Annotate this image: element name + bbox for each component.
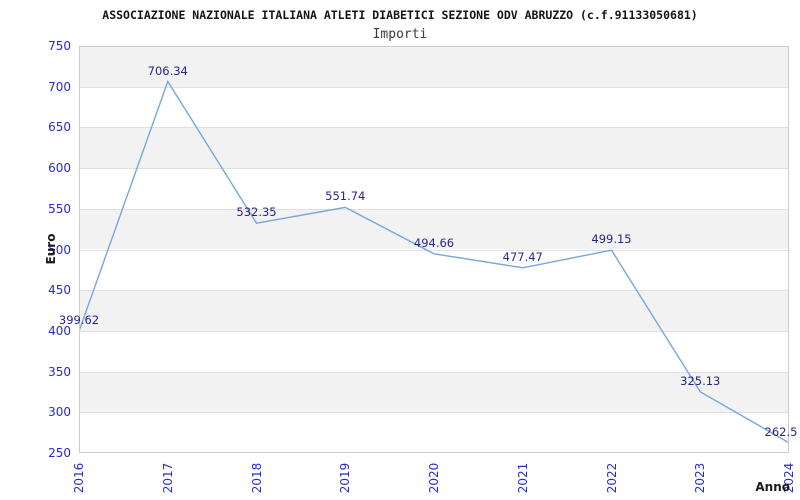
data-label: 532.35 bbox=[236, 205, 277, 220]
gridline bbox=[79, 371, 789, 373]
gridline bbox=[79, 249, 789, 251]
plot-band bbox=[79, 168, 789, 209]
y-tick-label: 750 bbox=[48, 39, 71, 53]
y-tick-label: 400 bbox=[48, 323, 71, 338]
x-axis-title: Anno bbox=[755, 480, 790, 494]
y-tick-label: 350 bbox=[48, 364, 71, 379]
y-tick-label: 550 bbox=[48, 201, 71, 216]
gridline bbox=[79, 208, 789, 210]
gridline bbox=[79, 290, 789, 292]
data-label: 477.47 bbox=[502, 249, 543, 264]
series-importi-line bbox=[79, 79, 789, 444]
chart-subtitle: Importi bbox=[372, 27, 428, 42]
gridline bbox=[79, 330, 789, 332]
plot-band bbox=[79, 46, 789, 87]
data-label: 494.66 bbox=[413, 235, 455, 250]
y-tick-label: 300 bbox=[48, 405, 71, 420]
x-tick-label: 2020 bbox=[427, 462, 441, 494]
plot-band bbox=[79, 208, 789, 250]
x-tick-label: 2017 bbox=[160, 462, 175, 494]
plot-area bbox=[79, 46, 789, 453]
plot-band bbox=[79, 371, 789, 413]
chart-title: ASSOCIAZIONE NAZIONALE ITALIANA ATLETI D… bbox=[102, 8, 698, 22]
x-tick-label: 2022 bbox=[604, 462, 619, 494]
line-series bbox=[79, 79, 789, 444]
data-label: 325.13 bbox=[680, 373, 721, 388]
x-tick-label: 2018 bbox=[249, 462, 264, 494]
plot-band bbox=[79, 330, 789, 372]
data-label: 399.62 bbox=[58, 313, 100, 328]
y-tick-label: 500 bbox=[48, 242, 71, 257]
data-label: 706.34 bbox=[147, 63, 188, 78]
plot-band bbox=[79, 127, 789, 169]
y-axis-title: Euro bbox=[44, 233, 58, 265]
plot-band bbox=[79, 290, 789, 331]
plot-band bbox=[79, 249, 789, 291]
x-tick-label: 2023 bbox=[693, 462, 708, 494]
x-tick-label: 2021 bbox=[515, 462, 530, 494]
plot-band bbox=[79, 412, 789, 453]
gridline bbox=[79, 412, 789, 414]
y-tick-label: 600 bbox=[48, 161, 71, 176]
data-label: 551.74 bbox=[325, 189, 366, 204]
gridline bbox=[79, 127, 789, 129]
y-tick-label: 250 bbox=[48, 446, 71, 460]
plot-band bbox=[79, 86, 789, 128]
y-tick-label: 650 bbox=[48, 120, 71, 135]
data-label: 262.5 bbox=[764, 424, 798, 439]
x-tick-label: 2016 bbox=[72, 462, 86, 494]
y-tick-label: 450 bbox=[48, 283, 71, 298]
gridline bbox=[79, 168, 789, 170]
gridline bbox=[79, 86, 789, 88]
data-label: 499.15 bbox=[591, 232, 632, 247]
x-tick-label: 2019 bbox=[338, 462, 353, 494]
y-tick-label: 700 bbox=[48, 79, 71, 94]
